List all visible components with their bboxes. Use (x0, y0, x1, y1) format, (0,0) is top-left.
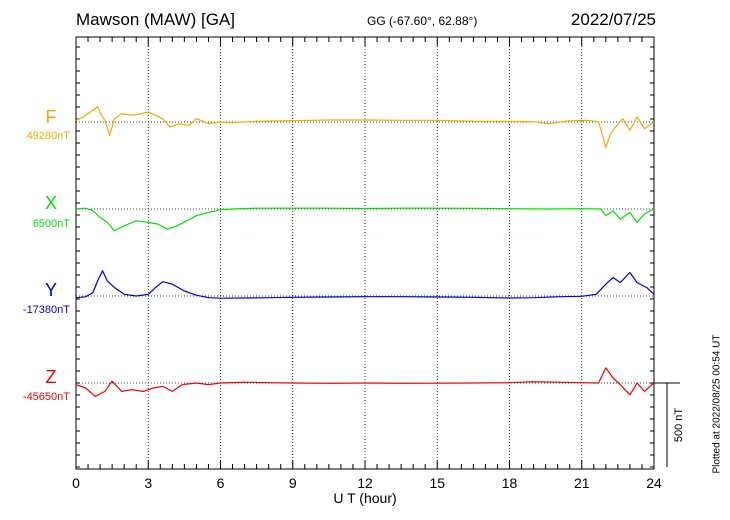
x-tick-label: 3 (144, 475, 152, 491)
x-tick-label: 24 (646, 475, 662, 491)
x-tick-label: 9 (289, 475, 297, 491)
series-line-z (75, 367, 655, 397)
station-title: Mawson (MAW) [GA] (76, 10, 235, 29)
series-line-y (75, 270, 655, 299)
x-tick-label: 18 (502, 475, 518, 491)
series-line-f (75, 106, 655, 148)
series-line-x (75, 207, 655, 232)
series-baseline-x: 6500nT (33, 218, 71, 230)
series-baseline-z: -45650nT (23, 391, 70, 403)
series-label-y: Y (45, 280, 57, 300)
series-label-f: F (46, 107, 57, 127)
scale-bar-label: 500 nT (673, 408, 685, 443)
x-tick-label: 21 (574, 475, 590, 491)
x-tick-label: 0 (72, 475, 80, 491)
coordinates-label: GG (-67.60°, 62.88°) (367, 14, 478, 28)
x-tick-label: 6 (217, 475, 225, 491)
series-label-x: X (45, 193, 57, 213)
series-label-z: Z (46, 367, 57, 387)
x-tick-label: 12 (357, 475, 373, 491)
x-tick-label: 15 (429, 475, 445, 491)
date-label: 2022/07/25 (570, 10, 656, 29)
series-baseline-f: 49280nT (27, 130, 71, 142)
series-baseline-y: -17380nT (23, 304, 70, 316)
x-axis-label: U T (hour) (333, 490, 396, 506)
